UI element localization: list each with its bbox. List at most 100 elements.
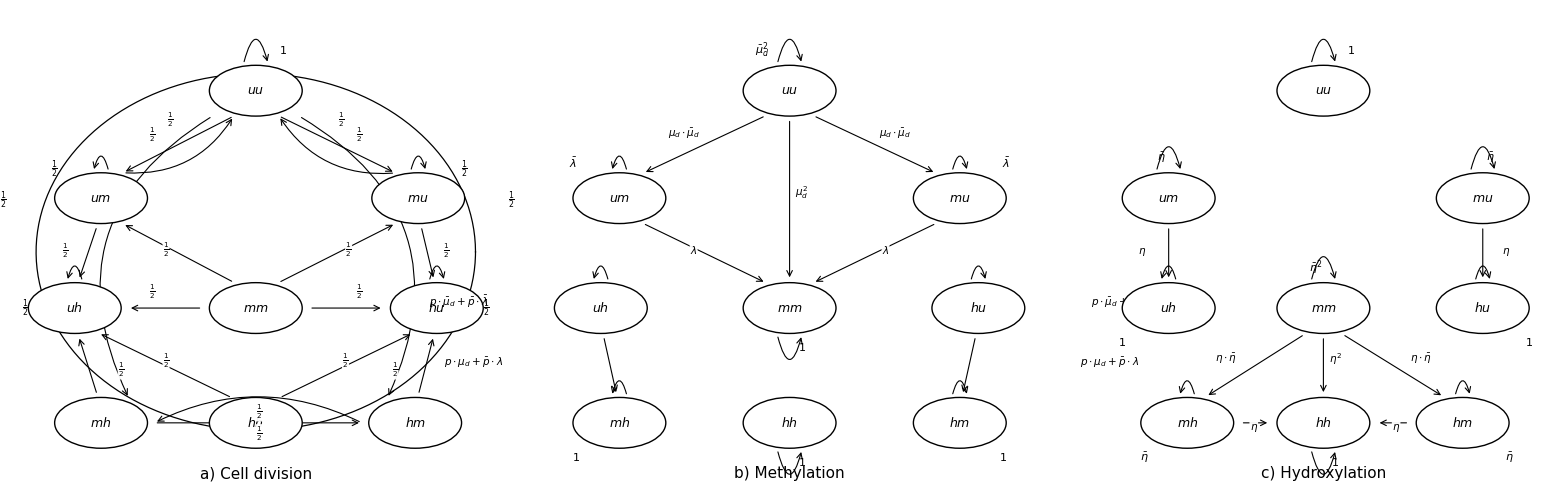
Text: $\bar{\eta}$: $\bar{\eta}$: [1505, 451, 1513, 465]
Ellipse shape: [1123, 173, 1215, 224]
Text: $hh$: $hh$: [247, 416, 265, 430]
Text: $\frac{1}{2}$: $\frac{1}{2}$: [168, 111, 174, 129]
Ellipse shape: [744, 283, 836, 333]
Text: $\frac{1}{2}$: $\frac{1}{2}$: [52, 158, 58, 180]
Text: 1: 1: [1118, 338, 1126, 348]
Text: 1: 1: [1525, 338, 1533, 348]
Text: $\frac{1}{2}$: $\frac{1}{2}$: [346, 240, 352, 259]
Text: $\frac{1}{2}$: $\frac{1}{2}$: [163, 240, 169, 259]
Ellipse shape: [55, 398, 147, 448]
Ellipse shape: [554, 283, 647, 333]
Text: $mm$: $mm$: [777, 301, 802, 315]
Text: $\frac{1}{2}$: $\frac{1}{2}$: [0, 190, 8, 211]
Ellipse shape: [55, 173, 147, 224]
Text: $um$: $um$: [91, 192, 111, 205]
Text: $mh$: $mh$: [1176, 416, 1198, 430]
Text: $\frac{1}{2}$: $\frac{1}{2}$: [355, 125, 363, 144]
Text: $uh$: $uh$: [592, 301, 609, 315]
Text: $\bar{\lambda}$: $\bar{\lambda}$: [568, 156, 578, 170]
Text: 1: 1: [799, 458, 805, 468]
Text: $p \cdot \bar{\mu}_d + \bar{p} \cdot \bar{\lambda}$: $p \cdot \bar{\mu}_d + \bar{p} \cdot \ba…: [1092, 294, 1151, 310]
Text: $\bar{\eta}$: $\bar{\eta}$: [1157, 151, 1165, 165]
Ellipse shape: [210, 65, 302, 116]
Text: $mm$: $mm$: [1311, 301, 1336, 315]
Text: $\eta \cdot \bar{\eta}$: $\eta \cdot \bar{\eta}$: [1215, 352, 1237, 367]
Text: 1: 1: [280, 45, 287, 56]
Text: $\frac{1}{2}$: $\frac{1}{2}$: [355, 283, 363, 301]
Text: $\frac{1}{2}$: $\frac{1}{2}$: [343, 351, 349, 370]
Text: $\lambda$: $\lambda$: [691, 245, 697, 256]
Text: $\bar{\eta}$: $\bar{\eta}$: [1486, 151, 1496, 165]
Text: $hh$: $hh$: [781, 416, 799, 430]
Text: $um$: $um$: [1157, 192, 1179, 205]
Ellipse shape: [210, 283, 302, 333]
Text: $uu$: $uu$: [247, 84, 265, 97]
Ellipse shape: [573, 398, 666, 448]
Text: $mm$: $mm$: [243, 301, 268, 315]
Text: $uh$: $uh$: [66, 301, 83, 315]
Text: $\mu_d \cdot \bar{\mu}_d$: $\mu_d \cdot \bar{\mu}_d$: [669, 126, 700, 141]
Text: $p \cdot \bar{\mu}_d + \bar{p} \cdot \bar{\lambda}$: $p \cdot \bar{\mu}_d + \bar{p} \cdot \ba…: [429, 294, 489, 310]
Ellipse shape: [932, 283, 1024, 333]
Text: $\eta$: $\eta$: [1138, 246, 1146, 258]
Text: $uu$: $uu$: [781, 84, 799, 97]
Text: $hm$: $hm$: [404, 416, 426, 430]
Text: c) Hydroxylation: c) Hydroxylation: [1261, 466, 1386, 482]
Text: $hu$: $hu$: [969, 301, 987, 315]
Text: $\bar{\lambda}$: $\bar{\lambda}$: [1002, 156, 1010, 170]
Ellipse shape: [913, 398, 1007, 448]
Text: $\frac{1}{2}$: $\frac{1}{2}$: [163, 351, 169, 370]
Ellipse shape: [371, 173, 465, 224]
Text: 1: 1: [799, 343, 805, 353]
Ellipse shape: [1123, 283, 1215, 333]
Text: $\frac{1}{2}$: $\frac{1}{2}$: [22, 297, 28, 319]
Text: $mu$: $mu$: [407, 192, 429, 205]
Text: $\eta$: $\eta$: [1392, 422, 1400, 434]
Text: $\bar{\mu}_d^2$: $\bar{\mu}_d^2$: [755, 41, 769, 60]
Text: $mh$: $mh$: [609, 416, 630, 430]
Ellipse shape: [28, 283, 121, 333]
Ellipse shape: [1416, 398, 1510, 448]
Text: $\eta^2$: $\eta^2$: [1330, 351, 1342, 367]
Ellipse shape: [744, 65, 836, 116]
Ellipse shape: [1436, 283, 1528, 333]
Text: $\frac{1}{2}$: $\frac{1}{2}$: [63, 242, 69, 260]
Text: $\frac{1}{2}$: $\frac{1}{2}$: [149, 125, 155, 144]
Text: $hm$: $hm$: [1452, 416, 1474, 430]
Text: $\frac{1}{2}$: $\frac{1}{2}$: [117, 361, 124, 379]
Text: $\frac{1}{2}$: $\frac{1}{2}$: [392, 361, 398, 379]
Text: $\frac{1}{2}$: $\frac{1}{2}$: [255, 403, 262, 421]
Text: 1: 1: [573, 453, 579, 463]
Ellipse shape: [1276, 398, 1370, 448]
Text: $\eta$: $\eta$: [1502, 246, 1510, 258]
Text: $\frac{1}{2}$: $\frac{1}{2}$: [443, 242, 449, 260]
Text: $\frac{1}{2}$: $\frac{1}{2}$: [255, 424, 262, 443]
Text: $hh$: $hh$: [1315, 416, 1333, 430]
Text: $uh$: $uh$: [1160, 301, 1178, 315]
Text: $\eta$: $\eta$: [1250, 422, 1257, 434]
Text: $mu$: $mu$: [1472, 192, 1494, 205]
Text: a) Cell division: a) Cell division: [200, 466, 312, 482]
Ellipse shape: [390, 283, 484, 333]
Ellipse shape: [1140, 398, 1234, 448]
Text: $\bar{\eta}^2$: $\bar{\eta}^2$: [1309, 259, 1322, 277]
Text: $\frac{1}{2}$: $\frac{1}{2}$: [482, 297, 490, 319]
Text: $um$: $um$: [609, 192, 630, 205]
Ellipse shape: [1276, 283, 1370, 333]
Text: 1: 1: [999, 453, 1007, 463]
Text: $\frac{1}{2}$: $\frac{1}{2}$: [338, 111, 345, 129]
Text: $\frac{1}{2}$: $\frac{1}{2}$: [149, 283, 155, 301]
Text: 1: 1: [1333, 458, 1339, 468]
Text: $\eta \cdot \bar{\eta}$: $\eta \cdot \bar{\eta}$: [1409, 352, 1431, 367]
Text: $p \cdot \mu_d + \bar{p} \cdot \lambda$: $p \cdot \mu_d + \bar{p} \cdot \lambda$: [445, 356, 503, 370]
Text: $\frac{1}{2}$: $\frac{1}{2}$: [462, 158, 468, 180]
Text: $\lambda$: $\lambda$: [882, 245, 889, 256]
Ellipse shape: [744, 398, 836, 448]
Ellipse shape: [210, 398, 302, 448]
Ellipse shape: [913, 173, 1007, 224]
Text: $mh$: $mh$: [91, 416, 111, 430]
Ellipse shape: [573, 173, 666, 224]
Text: $p \cdot \mu_d + \bar{p} \cdot \lambda$: $p \cdot \mu_d + \bar{p} \cdot \lambda$: [1081, 356, 1140, 370]
Ellipse shape: [368, 398, 462, 448]
Text: $hm$: $hm$: [949, 416, 971, 430]
